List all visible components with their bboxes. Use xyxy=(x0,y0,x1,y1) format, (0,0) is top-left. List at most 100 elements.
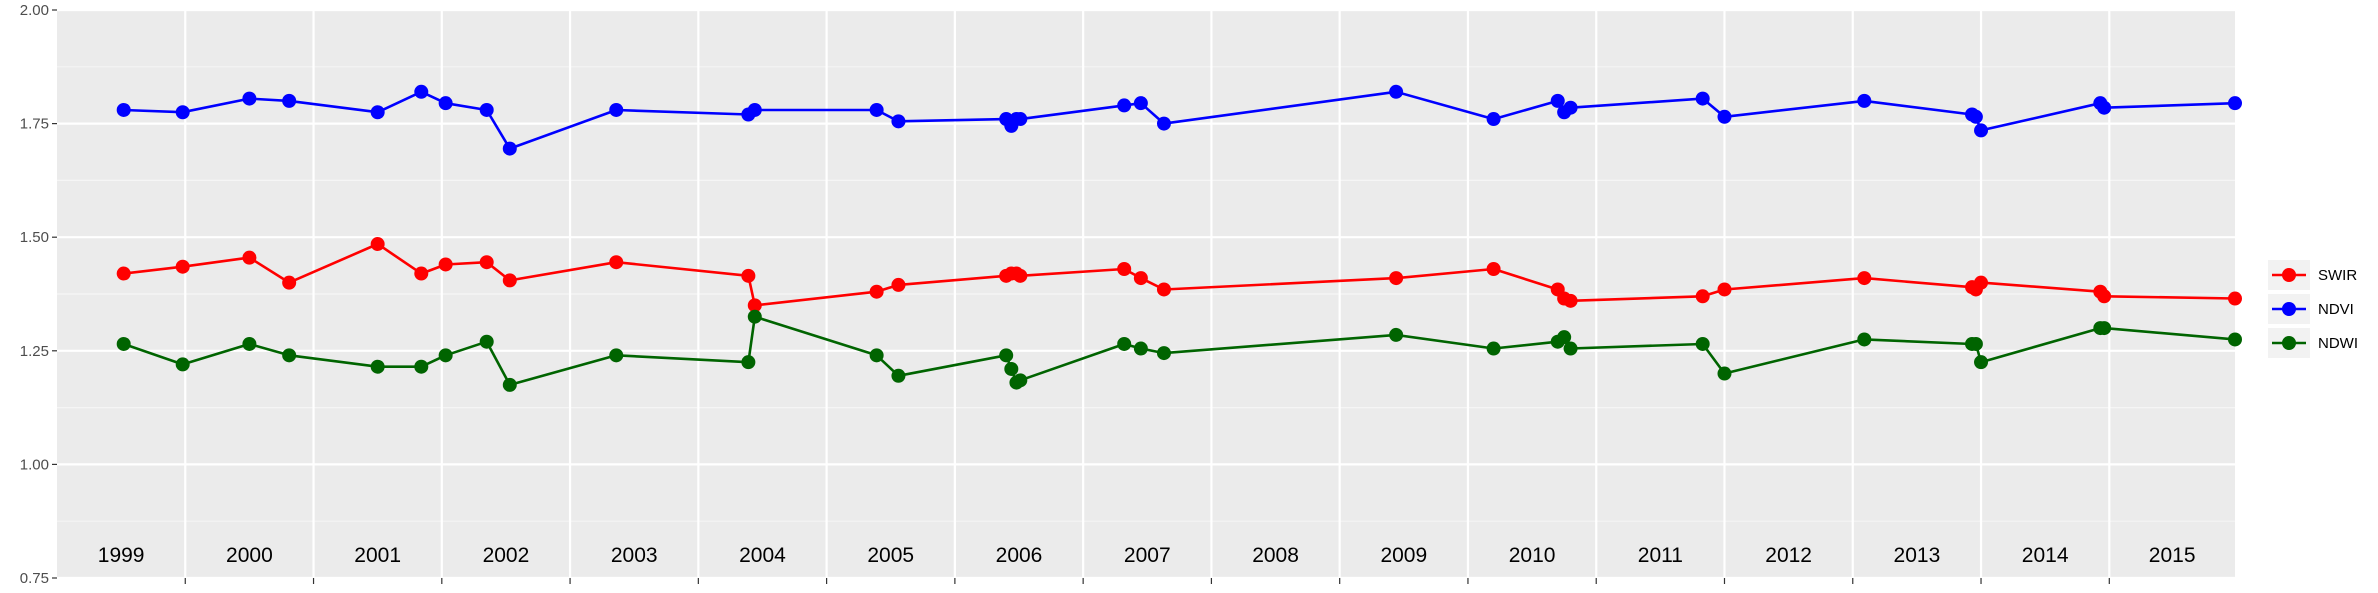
data-point-ndwi xyxy=(370,359,385,374)
data-point-ndvi xyxy=(2097,100,2112,115)
data-point-ndwi xyxy=(2097,321,2112,336)
data-point-swir xyxy=(2228,291,2242,306)
data-point-ndvi xyxy=(1013,112,1028,127)
data-point-ndwi xyxy=(609,348,624,363)
data-point-ndvi xyxy=(502,141,517,156)
data-point-ndvi xyxy=(1974,123,1989,138)
y-tick-label: 1.25 xyxy=(20,343,49,360)
data-point-swir xyxy=(438,257,453,272)
data-point-swir xyxy=(414,266,429,281)
data-point-swir xyxy=(116,266,131,281)
data-point-swir xyxy=(1117,262,1132,277)
data-point-ndwi xyxy=(175,357,190,372)
data-point-ndvi xyxy=(438,96,453,111)
year-label: 2001 xyxy=(354,544,401,567)
y-tick-label: 1.75 xyxy=(20,116,49,133)
data-point-ndvi xyxy=(1156,116,1171,131)
data-point-swir xyxy=(1563,293,1578,308)
data-point-swir xyxy=(1156,282,1171,297)
data-point-ndwi xyxy=(869,348,884,363)
data-point-ndwi xyxy=(438,348,453,363)
year-label: 2002 xyxy=(483,544,530,567)
data-point-ndwi xyxy=(1695,336,1710,351)
data-point-ndvi xyxy=(1117,98,1132,113)
data-point-ndvi xyxy=(869,102,884,117)
data-point-ndvi xyxy=(370,105,385,120)
data-point-ndvi xyxy=(1695,91,1710,106)
year-label: 2000 xyxy=(226,544,273,567)
data-point-ndwi xyxy=(1013,373,1028,388)
data-point-ndwi xyxy=(116,336,131,351)
year-label: 2011 xyxy=(1638,544,1683,567)
data-point-ndwi xyxy=(414,359,429,374)
year-label: 2014 xyxy=(2022,544,2069,567)
data-point-ndvi xyxy=(479,102,494,117)
data-point-ndvi xyxy=(175,105,190,120)
year-label: 2007 xyxy=(1124,544,1171,567)
data-point-swir xyxy=(1717,282,1732,297)
data-point-ndwi xyxy=(1156,346,1171,361)
data-point-swir xyxy=(282,275,297,290)
data-point-swir xyxy=(741,268,756,283)
legend-label-ndvi: NDVI xyxy=(2318,301,2354,318)
data-point-ndvi xyxy=(1550,93,1565,108)
data-point-swir xyxy=(869,284,884,299)
data-point-swir xyxy=(891,277,906,292)
y-tick-label: 1.50 xyxy=(20,229,49,246)
data-point-ndvi xyxy=(2228,96,2242,111)
data-point-ndwi xyxy=(1486,341,1501,356)
data-point-ndwi xyxy=(1974,355,1989,370)
legend-key-point xyxy=(2282,268,2296,282)
data-point-ndwi xyxy=(242,336,257,351)
data-point-swir xyxy=(2097,289,2112,304)
year-label: 2013 xyxy=(1894,544,1941,567)
major-gridlines xyxy=(57,8,2235,580)
data-point-ndwi xyxy=(1857,332,1872,347)
legend-key-point xyxy=(2282,336,2296,350)
data-point-ndwi xyxy=(1389,327,1404,342)
legend-label-swir: SWIR xyxy=(2318,267,2357,284)
data-point-ndwi xyxy=(891,368,906,383)
legend-key-point xyxy=(2282,302,2296,316)
data-point-ndwi xyxy=(747,309,762,324)
data-point-ndvi xyxy=(1717,109,1732,124)
year-label: 2009 xyxy=(1380,544,1427,567)
y-tick-label: 2.00 xyxy=(20,2,49,19)
data-point-ndwi xyxy=(999,348,1014,363)
year-label: 2015 xyxy=(2149,544,2196,567)
series-layer xyxy=(116,84,2242,392)
data-point-ndvi xyxy=(891,114,906,129)
data-point-ndwi xyxy=(741,355,756,370)
data-point-ndwi xyxy=(1968,336,1983,351)
data-point-swir xyxy=(1486,262,1501,277)
data-point-ndwi xyxy=(2228,332,2242,347)
data-point-swir xyxy=(1389,271,1404,286)
y-tick-label: 1.00 xyxy=(20,456,49,473)
data-point-ndvi xyxy=(1389,84,1404,99)
data-point-swir xyxy=(1974,275,1989,290)
data-point-ndwi xyxy=(1133,341,1148,356)
year-label: 2010 xyxy=(1509,544,1556,567)
data-point-ndvi xyxy=(116,102,131,117)
data-point-ndvi xyxy=(609,102,624,117)
year-label: 2008 xyxy=(1252,544,1299,567)
data-point-ndvi xyxy=(242,91,257,106)
data-point-ndwi xyxy=(479,334,494,349)
data-point-ndwi xyxy=(1563,341,1578,356)
data-point-ndvi xyxy=(1563,100,1578,115)
data-point-swir xyxy=(609,255,624,270)
axes: 0.75 1.00 1.25 1.50 1.75 2.00 xyxy=(20,2,2110,587)
year-label: 1999 xyxy=(98,544,145,567)
data-point-swir xyxy=(479,255,494,270)
legend-label-ndwi: NDWI xyxy=(2318,335,2358,352)
data-point-swir xyxy=(502,273,517,288)
data-point-swir xyxy=(242,250,257,265)
year-label: 2004 xyxy=(739,544,786,567)
data-point-swir xyxy=(1857,271,1872,286)
year-labels: 1999 2000 2001 2002 2003 2004 2005 2006 2007 2008… xyxy=(98,544,2196,567)
year-label: 2003 xyxy=(611,544,658,567)
data-point-ndvi xyxy=(1486,112,1501,127)
y-tick-label: 0.75 xyxy=(20,570,49,587)
data-point-swir xyxy=(175,259,190,274)
